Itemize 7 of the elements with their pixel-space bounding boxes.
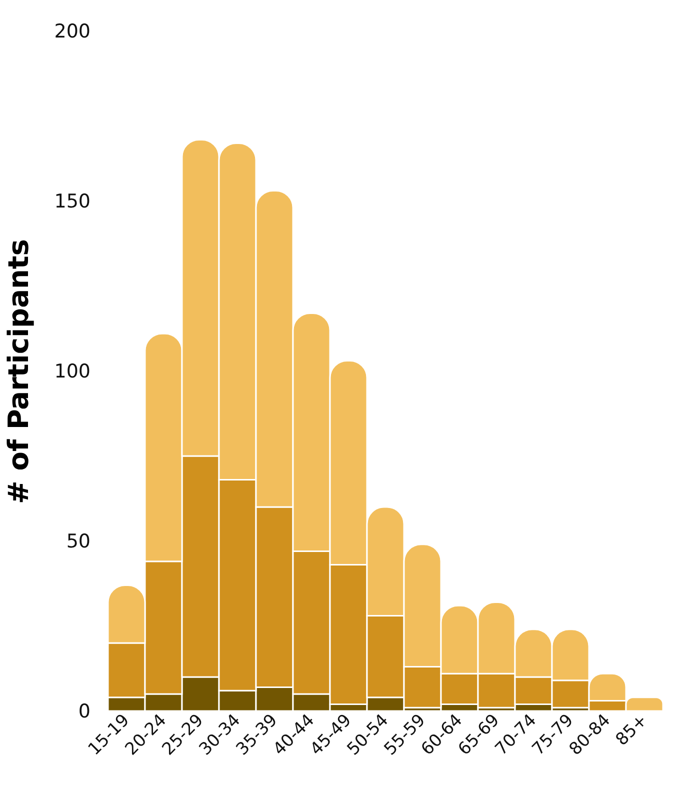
y-axis-title: # of Participants	[2, 239, 36, 504]
y-tick-label: 150	[54, 190, 90, 212]
y-tick-label: 100	[54, 360, 90, 382]
y-tick-label: 50	[66, 530, 90, 552]
y-tick-label: 200	[54, 20, 90, 42]
x-tick-label: 85+	[612, 710, 652, 750]
y-tick-label: 0	[78, 700, 90, 722]
